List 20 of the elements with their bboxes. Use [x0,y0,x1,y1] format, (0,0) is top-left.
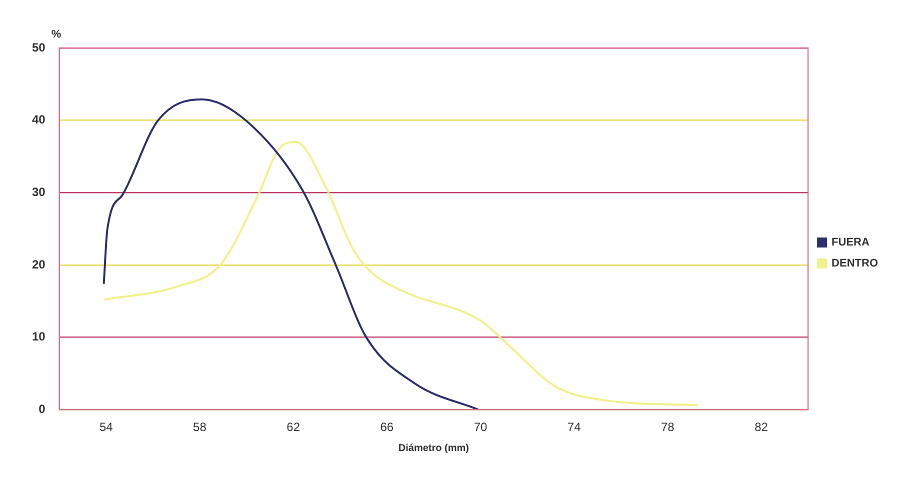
x-tick-label: 58 [193,420,207,434]
x-tick-label: 54 [99,420,114,434]
x-tick-label: 70 [474,420,488,434]
y-tick-label: 50 [32,40,46,54]
line-series [102,98,480,410]
y-tick-label: 10 [32,330,46,344]
legend-label: FUERA [832,236,870,249]
y-tick-label: 30 [32,184,46,199]
line-series [102,141,700,406]
legend-label: DENTRO [832,258,878,270]
x-tick-label: 78 [660,420,675,434]
x-tick-label: 82 [754,420,768,434]
y-tick-label: 20 [32,257,46,272]
x-tick-label: 62 [286,420,300,434]
x-tick-label: 66 [380,420,394,434]
x-axis-title: Diámetro (mm) [398,442,469,454]
y-tick-label: 0 [38,402,46,416]
y-tick-label: 40 [32,112,46,127]
y-axis-title: % [51,28,62,41]
x-tick-label: 74 [567,420,582,434]
